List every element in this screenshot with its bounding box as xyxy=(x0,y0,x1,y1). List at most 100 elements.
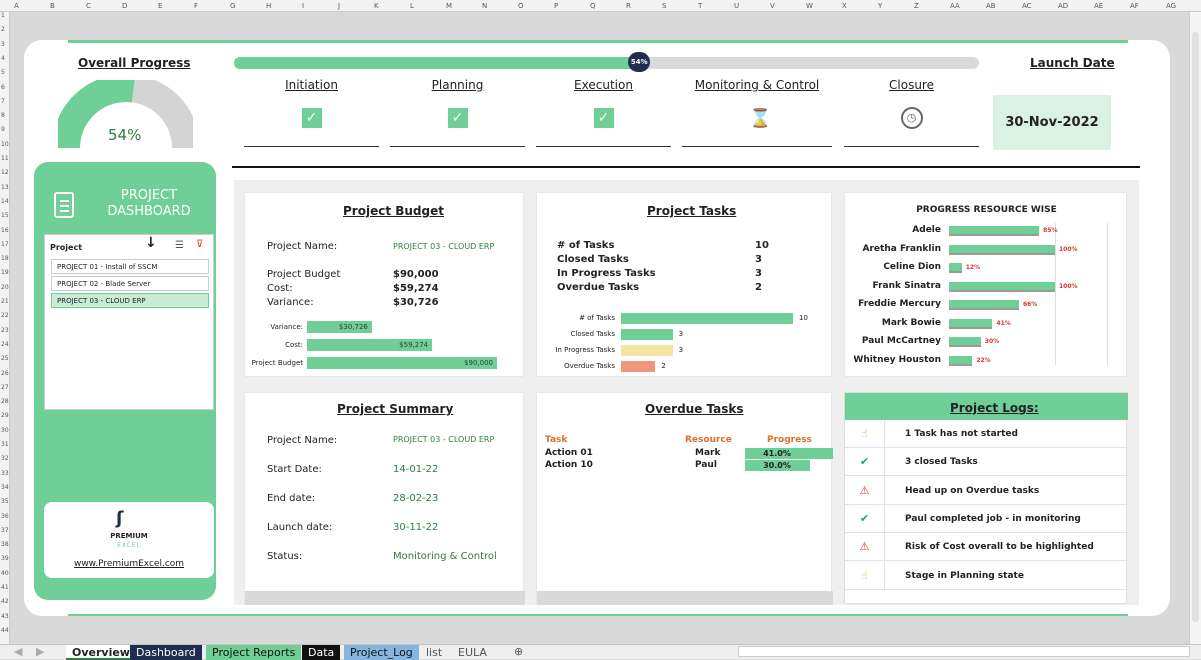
row-header-28[interactable]: 28 xyxy=(1,398,9,406)
horizontal-scrollbar[interactable] xyxy=(738,646,1190,657)
column-header-N[interactable]: N xyxy=(482,2,488,10)
website-link[interactable]: www.PremiumExcel.com xyxy=(73,559,185,569)
row-header-21[interactable]: 21 xyxy=(1,298,9,305)
row-header-14[interactable]: 14 xyxy=(1,197,9,205)
column-header-R[interactable]: R xyxy=(626,2,631,10)
row-header-2[interactable]: 2 xyxy=(1,26,5,34)
column-header-AF[interactable]: AF xyxy=(1130,2,1139,10)
row-header-5[interactable]: 5 xyxy=(1,69,5,77)
row-header-26[interactable]: 26 xyxy=(1,369,9,377)
row-header-30[interactable]: 30 xyxy=(1,426,9,434)
column-header-C[interactable]: C xyxy=(86,2,91,10)
row-header-23[interactable]: 23 xyxy=(1,326,9,334)
row-header-40[interactable]: 40 xyxy=(1,569,9,577)
row-header-31[interactable]: 31 xyxy=(1,441,9,448)
column-header-G[interactable]: G xyxy=(230,2,236,10)
column-header-T[interactable]: T xyxy=(698,2,703,10)
column-header-V[interactable]: V xyxy=(770,2,775,10)
row-header-8[interactable]: 8 xyxy=(1,112,5,120)
column-header-AA[interactable]: AA xyxy=(950,2,960,10)
add-sheet-icon[interactable]: ⊕ xyxy=(514,645,524,658)
project-slicer-item[interactable]: PROJECT 02 - Blade Server xyxy=(51,276,209,291)
task-chart-value: 3 xyxy=(678,346,684,354)
row-header-3[interactable]: 3 xyxy=(1,40,5,48)
column-header-AG[interactable]: AG xyxy=(1166,2,1177,10)
prev-sheet-icon[interactable]: ◀ xyxy=(14,645,23,658)
row-header-39[interactable]: 39 xyxy=(1,555,9,563)
row-header-20[interactable]: 20 xyxy=(1,283,9,291)
column-header-F[interactable]: F xyxy=(194,2,199,10)
row-header-24[interactable]: 24 xyxy=(1,340,9,348)
row-header-11[interactable]: 11 xyxy=(1,155,9,162)
row-header-34[interactable]: 34 xyxy=(1,483,9,491)
row-header-43[interactable]: 43 xyxy=(1,612,9,620)
overdue-progress-bar: 41.0% xyxy=(745,448,833,459)
multi-select-icon[interactable]: ☰ xyxy=(175,240,184,251)
row-header-33[interactable]: 33 xyxy=(1,469,9,477)
project-slicer-item[interactable]: PROJECT 03 - CLOUD ERP xyxy=(51,293,209,308)
row-header-27[interactable]: 27 xyxy=(1,383,9,391)
row-header-36[interactable]: 36 xyxy=(1,512,9,520)
row-header-18[interactable]: 18 xyxy=(1,255,9,263)
column-header-O[interactable]: O xyxy=(518,2,524,10)
column-header-AC[interactable]: AC xyxy=(1022,2,1032,10)
row-header-16[interactable]: 16 xyxy=(1,226,9,234)
row-header-42[interactable]: 42 xyxy=(1,598,9,606)
sheet-tab-project-reports[interactable]: Project Reports xyxy=(206,645,302,660)
row-header-6[interactable]: 6 xyxy=(1,83,5,91)
row-header-9[interactable]: 9 xyxy=(1,126,5,134)
row-header-10[interactable]: 10 xyxy=(1,140,9,148)
vertical-scrollbar[interactable] xyxy=(1189,12,1201,644)
column-header-D[interactable]: D xyxy=(122,2,128,10)
column-header-AE[interactable]: AE xyxy=(1094,2,1104,10)
row-header-29[interactable]: 29 xyxy=(1,412,9,420)
column-header-P[interactable]: P xyxy=(554,2,559,10)
column-header-Z[interactable]: Z xyxy=(914,2,919,10)
row-header-38[interactable]: 38 xyxy=(1,541,9,549)
column-header-W[interactable]: W xyxy=(806,2,813,10)
row-header-19[interactable]: 19 xyxy=(1,269,9,277)
sheet-tab-dashboard[interactable]: Dashboard xyxy=(130,645,202,660)
summary-label: End date: xyxy=(267,493,316,504)
project-slicer-item[interactable]: PROJECT 01 - Install of SSCM xyxy=(51,259,209,274)
row-header-4[interactable]: 4 xyxy=(1,54,5,62)
sheet-tab-list[interactable]: list xyxy=(426,646,443,659)
row-header-12[interactable]: 12 xyxy=(1,169,9,177)
row-header-44[interactable]: 44 xyxy=(1,626,9,634)
row-header-13[interactable]: 13 xyxy=(1,183,9,191)
row-header-17[interactable]: 17 xyxy=(1,240,9,248)
row-header-22[interactable]: 22 xyxy=(1,312,9,320)
next-sheet-icon[interactable]: ▶ xyxy=(36,645,45,658)
column-header-E[interactable]: E xyxy=(158,2,163,10)
row-header-41[interactable]: 41 xyxy=(1,584,9,591)
row-header-7[interactable]: 7 xyxy=(1,97,5,105)
column-header-A[interactable]: A xyxy=(14,2,19,10)
column-header-AB[interactable]: AB xyxy=(986,2,996,10)
column-header-Q[interactable]: Q xyxy=(590,2,596,10)
column-header-J[interactable]: J xyxy=(338,2,341,10)
column-header-S[interactable]: S xyxy=(662,2,667,10)
sheet-tab-overview[interactable]: Overview xyxy=(66,645,136,660)
row-header-1[interactable]: 1 xyxy=(1,12,5,19)
row-header-37[interactable]: 37 xyxy=(1,526,9,534)
column-header-H[interactable]: H xyxy=(266,2,272,10)
column-header-X[interactable]: X xyxy=(842,2,847,10)
sheet-tab-data[interactable]: Data xyxy=(302,645,341,660)
row-header-15[interactable]: 15 xyxy=(1,212,9,220)
sheet-tab-eula[interactable]: EULA xyxy=(458,646,487,659)
column-header-M[interactable]: M xyxy=(446,2,453,10)
row-header-32[interactable]: 32 xyxy=(1,455,9,463)
column-header-L[interactable]: L xyxy=(410,2,414,10)
sheet-tab-project-log[interactable]: Project_Log xyxy=(344,645,419,660)
row-header-35[interactable]: 35 xyxy=(1,498,9,506)
column-header-U[interactable]: U xyxy=(734,2,740,10)
row-header-25[interactable]: 25 xyxy=(1,355,9,363)
overdue-resource: Mark xyxy=(695,448,721,458)
column-header-Y[interactable]: Y xyxy=(878,2,883,10)
column-header-AD[interactable]: AD xyxy=(1058,2,1069,10)
column-header-B[interactable]: B xyxy=(50,2,55,10)
check-icon: ✓ xyxy=(593,108,614,128)
column-header-I[interactable]: I xyxy=(302,2,305,10)
column-header-K[interactable]: K xyxy=(374,2,379,10)
clear-filter-icon[interactable]: ⊽ xyxy=(196,239,204,250)
